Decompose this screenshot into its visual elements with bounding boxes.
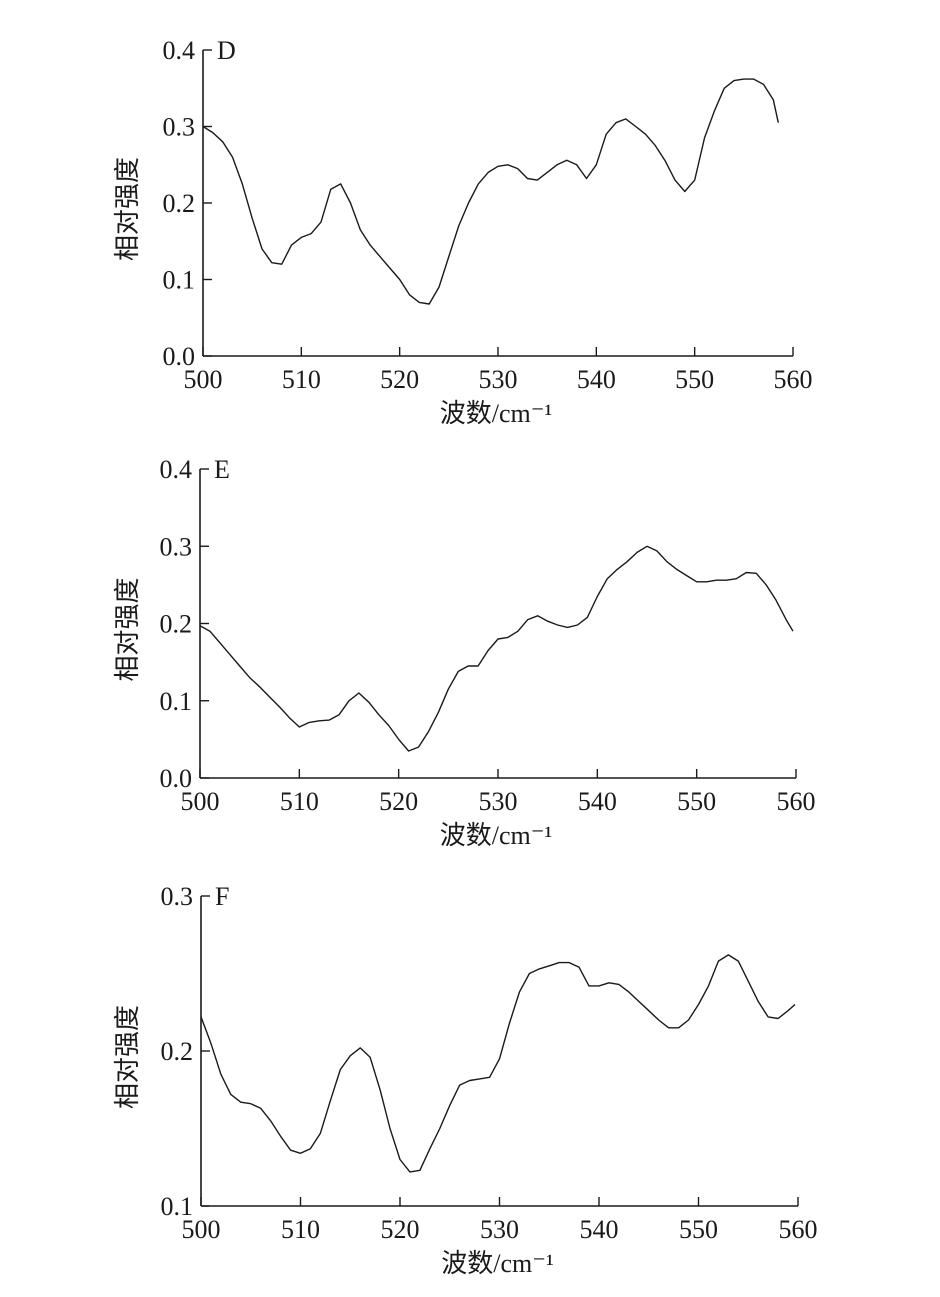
panel-3-x-tick-label: 500 (182, 1215, 221, 1244)
panel-1-x-tick-label: 560 (774, 365, 813, 394)
panel-1-x-tick-label: 500 (184, 365, 223, 394)
panel-1-x-tick-label: 510 (282, 365, 321, 394)
panel-1-y-tick-label: 0.0 (163, 342, 196, 371)
panel-2-x-tick-label: 550 (677, 787, 716, 816)
panel-1-y-axis-label: 相对强度 (113, 157, 142, 261)
panel-2-x-tick-label: 520 (379, 787, 418, 816)
panel-2-x-tick-label: 560 (777, 787, 816, 816)
panel-1-series-line (202, 78, 779, 305)
panel-2-y-tick-label: 0.2 (160, 610, 193, 639)
panel-1-x-tick-label: 540 (577, 365, 616, 394)
panel-2-y-tick-label: 0.3 (160, 532, 193, 561)
panel-3-y-axis-label: 相对强度 (113, 1005, 142, 1109)
panel-2-y-tick-label: 0.1 (160, 687, 193, 716)
panel-1-y-tick-label: 0.4 (163, 36, 196, 65)
panel-3-x-tick-label: 510 (281, 1215, 320, 1244)
panel-2-x-tick-label: 540 (578, 787, 617, 816)
panel-1-y-tick-label: 0.3 (163, 113, 196, 142)
panel-3-y-tick-label: 0.2 (161, 1037, 194, 1066)
panel-1-x-tick-label: 550 (675, 365, 714, 394)
panel-1-y-tick-label: 0.1 (163, 266, 196, 295)
panel-3-x-tick-label: 520 (381, 1215, 420, 1244)
panel-3-x-tick-label: 560 (779, 1215, 818, 1244)
panel-2-x-tick-label: 500 (181, 787, 220, 816)
panel-2-y-axis-label: 相对强度 (113, 577, 142, 681)
panel-3-x-tick-label: 550 (679, 1215, 718, 1244)
panel-1-x-tick-label: 530 (479, 365, 518, 394)
panel-3-series-line (200, 954, 796, 1173)
panel-1-x-tick-label: 520 (380, 365, 419, 394)
panel-3-panel-label: F (215, 882, 229, 911)
panel-3-x-tick-label: 530 (480, 1215, 519, 1244)
panel-2-y-tick-label: 0.4 (160, 455, 193, 484)
panel-2-panel-label: E (214, 455, 230, 484)
panel-2-x-tick-label: 530 (479, 787, 518, 816)
panel-3-x-tick-label: 540 (580, 1215, 619, 1244)
panel-3-y-tick-label: 0.1 (161, 1192, 194, 1221)
panel-3-y-tick-label: 0.3 (161, 882, 194, 911)
panel-1-x-axis-label: 波数/cm⁻¹ (440, 399, 553, 428)
panel-2-y-tick-label: 0.0 (160, 764, 193, 793)
panel-1-panel-label: D (217, 36, 236, 65)
panel-3-x-axis-label: 波数/cm⁻¹ (441, 1249, 554, 1278)
panel-1-y-tick-label: 0.2 (163, 189, 196, 218)
panel-2-x-axis-label: 波数/cm⁻¹ (440, 821, 553, 850)
panel-2-series-line (199, 545, 794, 752)
panel-2-x-tick-label: 510 (280, 787, 319, 816)
